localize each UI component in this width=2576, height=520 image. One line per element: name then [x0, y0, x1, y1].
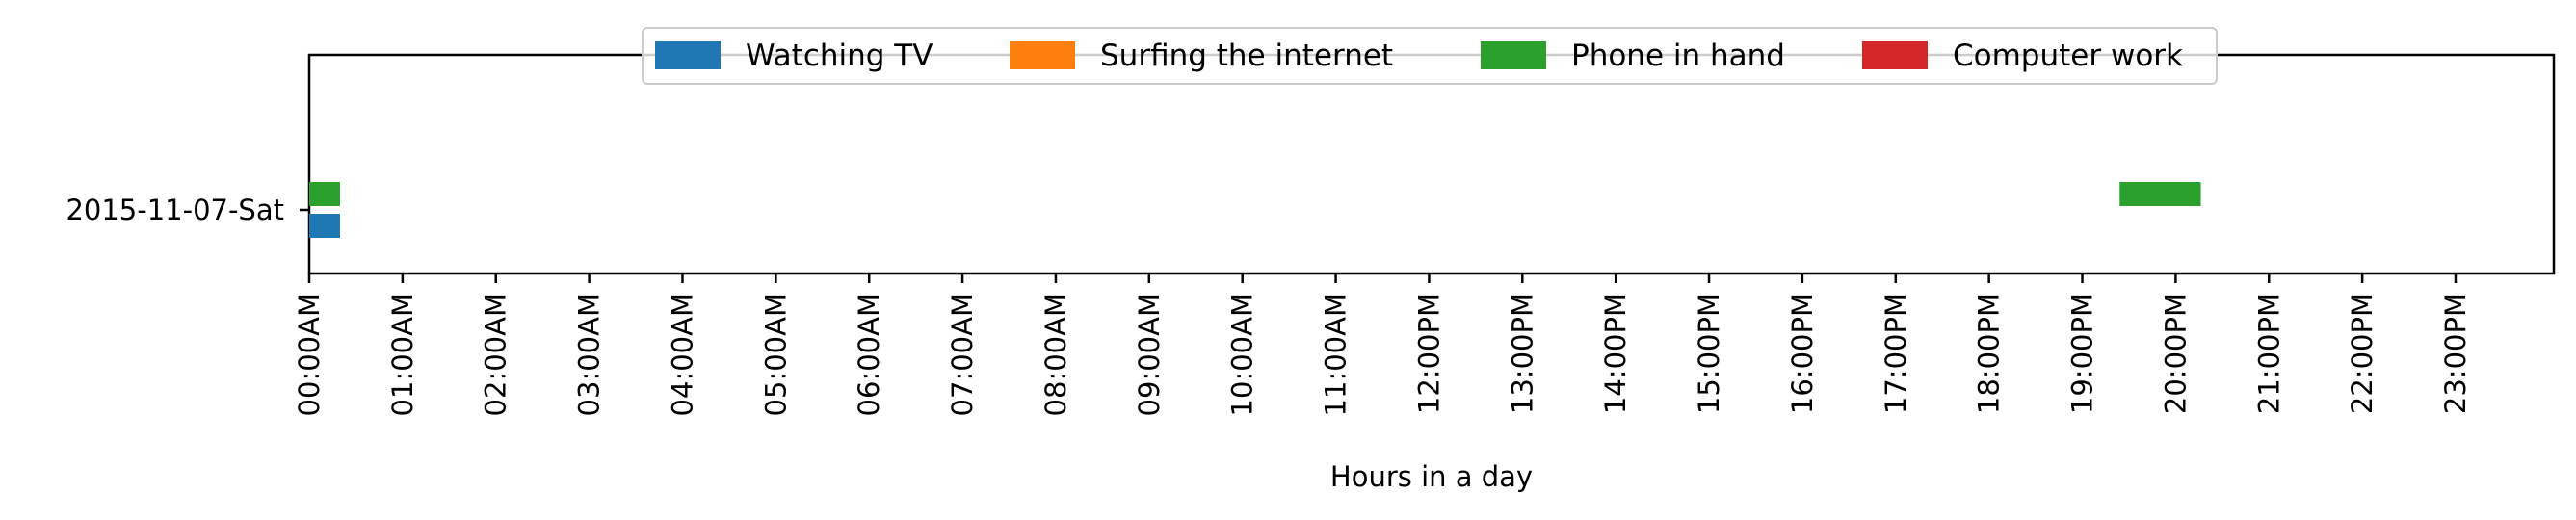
x-tick-label: 21:00PM	[2252, 293, 2285, 414]
x-tick-label: 01:00AM	[386, 293, 419, 416]
x-tick-label: 16:00PM	[1786, 293, 1819, 414]
x-tick-label: 05:00AM	[759, 293, 792, 416]
y-tick-label: 2015-11-07-Sat	[66, 194, 284, 226]
activity-bar	[309, 214, 340, 238]
activity-bar	[2119, 182, 2201, 206]
x-tick-label: 23:00PM	[2439, 293, 2472, 414]
x-tick-label: 14:00PM	[1599, 293, 1632, 414]
x-tick-label: 12:00PM	[1412, 293, 1445, 414]
x-tick-label: 17:00PM	[1879, 293, 1912, 414]
x-tick-label: 06:00AM	[853, 293, 885, 416]
legend-swatch	[1481, 41, 1546, 69]
x-tick-label: 04:00AM	[666, 293, 698, 416]
activity-bar	[309, 182, 340, 206]
x-tick-label: 15:00PM	[1693, 293, 1725, 414]
x-tick-label: 08:00AM	[1039, 293, 1072, 416]
x-tick-label: 03:00AM	[573, 293, 606, 416]
legend-entry-label: Computer work	[1953, 39, 2183, 73]
x-tick-label: 19:00PM	[2066, 293, 2099, 414]
bars-layer	[309, 182, 2201, 238]
x-tick-label: 00:00AM	[293, 293, 326, 416]
x-axis-label: Hours in a day	[1330, 460, 1533, 493]
x-tick-label: 09:00AM	[1133, 293, 1166, 416]
legend-entry-label: Phone in hand	[1571, 39, 1785, 73]
x-tick-label: 11:00AM	[1320, 293, 1353, 416]
legend-entry-label: Watching TV	[746, 39, 933, 73]
x-tick-label: 22:00PM	[2346, 293, 2379, 414]
x-tick-label: 13:00PM	[1506, 293, 1538, 414]
x-tick-label: 10:00AM	[1226, 293, 1259, 416]
legend: Watching TV Surfing the internet Phone in …	[642, 27, 2218, 85]
x-tick-label: 20:00PM	[2159, 293, 2192, 414]
legend-swatch	[1010, 41, 1075, 69]
plot-frame	[307, 53, 2556, 275]
y-axis: 2015-11-07-Sat	[66, 194, 309, 226]
legend-swatch	[655, 41, 721, 69]
x-axis: 00:00AM 01:00AM 02:00AM 03:00AM 04:00AM 05:00…	[293, 273, 2472, 416]
legend-entry-label: Surfing the internet	[1100, 39, 1393, 73]
x-tick-label: 18:00PM	[1973, 293, 2006, 414]
x-tick-label: 07:00AM	[946, 293, 979, 416]
x-tick-label: 02:00AM	[480, 293, 513, 416]
legend-swatch	[1862, 41, 1928, 69]
